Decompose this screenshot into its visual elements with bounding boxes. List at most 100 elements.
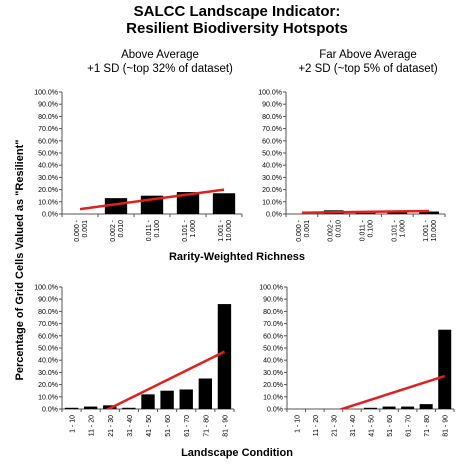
y-tick-label: 80.0% bbox=[38, 309, 58, 316]
y-tick-label: 10.0% bbox=[262, 199, 282, 206]
x-tick-label: 11 - 20 bbox=[89, 415, 96, 436]
bar bbox=[198, 378, 213, 409]
x-tick-label: 31 - 40 bbox=[350, 415, 357, 437]
y-tick-label: 50.0% bbox=[38, 346, 58, 353]
y-tick-label: 90.0% bbox=[263, 297, 283, 304]
x-tick-label: 41 - 50 bbox=[146, 415, 153, 437]
x-tick-label: 0.100 bbox=[368, 220, 375, 238]
bar bbox=[382, 406, 396, 409]
x-tick-label: 0.101 - bbox=[182, 219, 189, 241]
y-tick-label: 90.0% bbox=[38, 297, 58, 304]
panel-title-top-left: Above Average +1 SD (~top 32% of dataset… bbox=[60, 48, 260, 76]
y-tick-label: 80.0% bbox=[262, 114, 282, 121]
bar bbox=[176, 192, 200, 214]
y-tick-label: 70.0% bbox=[262, 126, 282, 133]
y-tick-label: 20.0% bbox=[38, 382, 58, 389]
y-tick-label: 40.0% bbox=[38, 358, 58, 365]
x-tick-label: 1.000 bbox=[190, 220, 197, 238]
y-tick-label: 0.0% bbox=[42, 407, 58, 414]
y-tick-label: 60.0% bbox=[263, 333, 283, 340]
x-tick-label: 1 - 10 bbox=[70, 415, 77, 433]
y-tick-label: 40.0% bbox=[263, 358, 283, 365]
y-tick-label: 80.0% bbox=[38, 114, 58, 121]
bar bbox=[217, 304, 232, 409]
x-tick-label: 61 - 70 bbox=[184, 415, 191, 437]
y-tick-label: 80.0% bbox=[263, 309, 283, 316]
y-tick-label: 100.0% bbox=[258, 90, 282, 97]
x-tick-label: 0.010 bbox=[118, 220, 125, 238]
y-tick-label: 60.0% bbox=[38, 138, 58, 145]
y-tick-label: 50.0% bbox=[262, 151, 282, 158]
y-tick-label: 70.0% bbox=[38, 126, 58, 133]
y-tick-label: 40.0% bbox=[38, 163, 58, 170]
x-tick-label: 0.000 - bbox=[74, 219, 81, 241]
y-tick-label: 100.0% bbox=[34, 90, 58, 97]
panel-title-top-left-line1: Above Average bbox=[121, 49, 199, 61]
x-tick-label: 0.001 bbox=[304, 220, 311, 238]
x-tick-label: 51 - 60 bbox=[387, 415, 394, 437]
bar bbox=[141, 394, 155, 409]
x-tick-label: 0.011 - bbox=[146, 219, 153, 241]
x-tick-label: 0.000 - bbox=[296, 219, 303, 241]
x-tick-label: 61 - 70 bbox=[406, 415, 413, 437]
bar bbox=[64, 407, 79, 409]
x-tick-label: 11 - 20 bbox=[313, 415, 320, 436]
trend-line bbox=[105, 350, 225, 409]
bar bbox=[122, 407, 136, 409]
trend-line bbox=[79, 188, 225, 211]
y-tick-label: 0.0% bbox=[266, 212, 282, 219]
x-tick-label: 71 - 80 bbox=[203, 415, 210, 437]
trend-line bbox=[337, 374, 446, 409]
x-tick-label: 31 - 40 bbox=[127, 415, 134, 437]
x-tick-label: 10.000 bbox=[226, 220, 233, 242]
bar bbox=[419, 404, 433, 409]
x-tick-label: 0.001 bbox=[82, 220, 89, 238]
y-tick-label: 0.0% bbox=[267, 407, 283, 414]
bar bbox=[387, 211, 408, 214]
x-tick-label: 10.000 bbox=[431, 220, 438, 242]
y-tick-label: 20.0% bbox=[263, 382, 283, 389]
y-tick-label: 10.0% bbox=[38, 199, 58, 206]
bar bbox=[419, 211, 439, 214]
y-tick-label: 60.0% bbox=[38, 333, 58, 340]
y-tick-label: 30.0% bbox=[262, 175, 282, 182]
x-tick-label: 1.000 bbox=[399, 220, 406, 238]
y-tick-label: 20.0% bbox=[262, 187, 282, 194]
x-tick-label: 0.002 - bbox=[110, 219, 117, 241]
x-axis-label-bottom: Landscape Condition bbox=[181, 447, 293, 459]
chart-title-line1: SALCC Landscape Indicator: bbox=[133, 3, 341, 20]
x-tick-label: 81 - 90 bbox=[443, 415, 450, 437]
y-tick-label: 20.0% bbox=[38, 187, 58, 194]
bar bbox=[438, 329, 452, 409]
x-tick-label: 81 - 90 bbox=[222, 415, 229, 437]
x-tick-label: 0.011 - bbox=[360, 219, 367, 241]
x-tick-label: 1 - 10 bbox=[294, 415, 301, 433]
x-tick-label: 1.001 - bbox=[423, 219, 430, 241]
y-tick-label: 10.0% bbox=[263, 394, 283, 401]
x-tick-label: 0.010 bbox=[336, 220, 343, 238]
x-tick-label: 51 - 60 bbox=[165, 415, 172, 437]
y-tick-label: 60.0% bbox=[262, 138, 282, 145]
x-tick-label: 0.101 - bbox=[391, 219, 398, 241]
panel-title-top-right: Far Above Average +2 SD (~top 5% of data… bbox=[268, 48, 468, 76]
x-tick-label: 0.002 - bbox=[328, 219, 335, 241]
trend-line bbox=[301, 209, 430, 214]
y-tick-label: 90.0% bbox=[262, 102, 282, 109]
panel-title-top-right-line2: +2 SD (~top 5% of dataset) bbox=[298, 63, 438, 75]
x-tick-label: 21 - 30 bbox=[331, 415, 338, 437]
y-tick-label: 50.0% bbox=[38, 151, 58, 158]
bar bbox=[401, 406, 415, 409]
bar bbox=[83, 406, 98, 409]
y-tick-label: 100.0% bbox=[259, 285, 283, 292]
y-tick-label: 40.0% bbox=[262, 163, 282, 170]
y-tick-label: 100.0% bbox=[34, 285, 58, 292]
y-tick-label: 70.0% bbox=[263, 321, 283, 328]
x-tick-label: 1.001 - bbox=[218, 219, 225, 241]
x-tick-label: 71 - 80 bbox=[424, 415, 431, 437]
y-tick-label: 50.0% bbox=[263, 346, 283, 353]
y-tick-label: 30.0% bbox=[263, 370, 283, 377]
bar bbox=[104, 198, 128, 214]
panel-title-top-left-line2: +1 SD (~top 32% of dataset) bbox=[87, 63, 233, 75]
panel-title-top-right-line1: Far Above Average bbox=[319, 49, 417, 61]
